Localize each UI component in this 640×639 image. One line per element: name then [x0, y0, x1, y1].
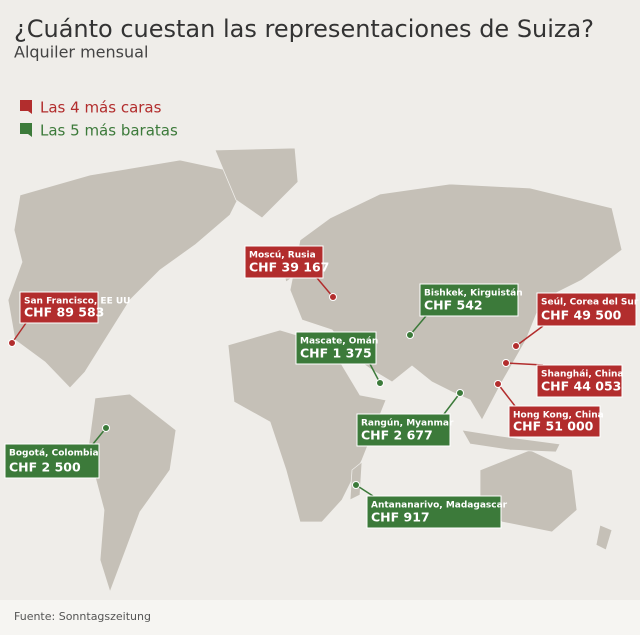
callout-place: Bishkek, Kirguistán: [424, 289, 523, 299]
callout-box: [356, 413, 451, 447]
callout-pointer: [316, 277, 334, 298]
callout-rent: CHF 2 500: [9, 460, 81, 475]
callout-pointer: [409, 315, 427, 336]
callout-place: Seúl, Corea del Sur: [541, 298, 639, 308]
callout-place: Rangún, Myanmar: [361, 419, 454, 429]
callout-rent: CHF 89 583: [24, 305, 104, 320]
legend-swatch: [20, 123, 32, 137]
callout-dot: [456, 389, 464, 397]
legend: Las 4 más caras Las 5 más baratas: [20, 99, 178, 140]
callout-dot: [329, 293, 337, 301]
footer-band: [0, 600, 640, 635]
callout-pointer: [443, 392, 461, 415]
callout-place: Mascate, Omán: [300, 337, 378, 347]
callout-place: Shanghái, China: [541, 370, 624, 380]
callout-rent: CHF 917: [371, 510, 430, 525]
callout-box: [295, 331, 377, 365]
callout-rent: CHF 542: [424, 298, 483, 313]
callout-dot: [102, 424, 110, 432]
callout-box: [419, 283, 519, 317]
subtitle: Alquiler mensual: [14, 43, 148, 62]
callout-box: [508, 405, 601, 438]
callout-box: [19, 291, 99, 324]
callout-place: Bogotá, Colombia: [9, 449, 99, 459]
callout-box: [4, 443, 100, 479]
legend-label: Las 5 más baratas: [40, 122, 178, 140]
callout-pointer: [515, 325, 544, 347]
callout-pointer: [11, 322, 27, 344]
callout-dot: [512, 342, 520, 350]
callout-rent: CHF 2 677: [361, 428, 433, 443]
callout-pointer: [497, 383, 516, 407]
callout-box: [536, 364, 623, 398]
source: Fuente: Sonntagszeitung: [14, 610, 151, 623]
callout-dot: [502, 359, 510, 367]
legend-swatch: [20, 100, 32, 114]
callout-rent: CHF 44 053: [541, 379, 621, 394]
callout-box: [244, 245, 324, 279]
callout-rent: CHF 51 000: [513, 419, 594, 434]
callout-place: Moscú, Rusia: [249, 251, 316, 261]
callout-place: San Francisco, EE UU: [24, 297, 130, 307]
callout-place: Antananarivo, Madagascar: [371, 501, 508, 511]
callout-rent: CHF 1 375: [300, 346, 372, 361]
callout-dot: [352, 481, 360, 489]
callout-place: Hong Kong, China: [513, 411, 604, 421]
callout-box: [536, 292, 637, 327]
callout-dot: [494, 380, 502, 388]
title: ¿Cuánto cuestan las representaciones de …: [14, 15, 594, 43]
callout-dot: [406, 331, 414, 339]
callout-dot: [8, 339, 16, 347]
callout-rent: CHF 39 167: [249, 260, 329, 275]
legend-label: Las 4 más caras: [40, 99, 162, 117]
callout-rent: CHF 49 500: [541, 308, 622, 323]
callout-box: [366, 495, 502, 529]
callout-dot: [376, 379, 384, 387]
